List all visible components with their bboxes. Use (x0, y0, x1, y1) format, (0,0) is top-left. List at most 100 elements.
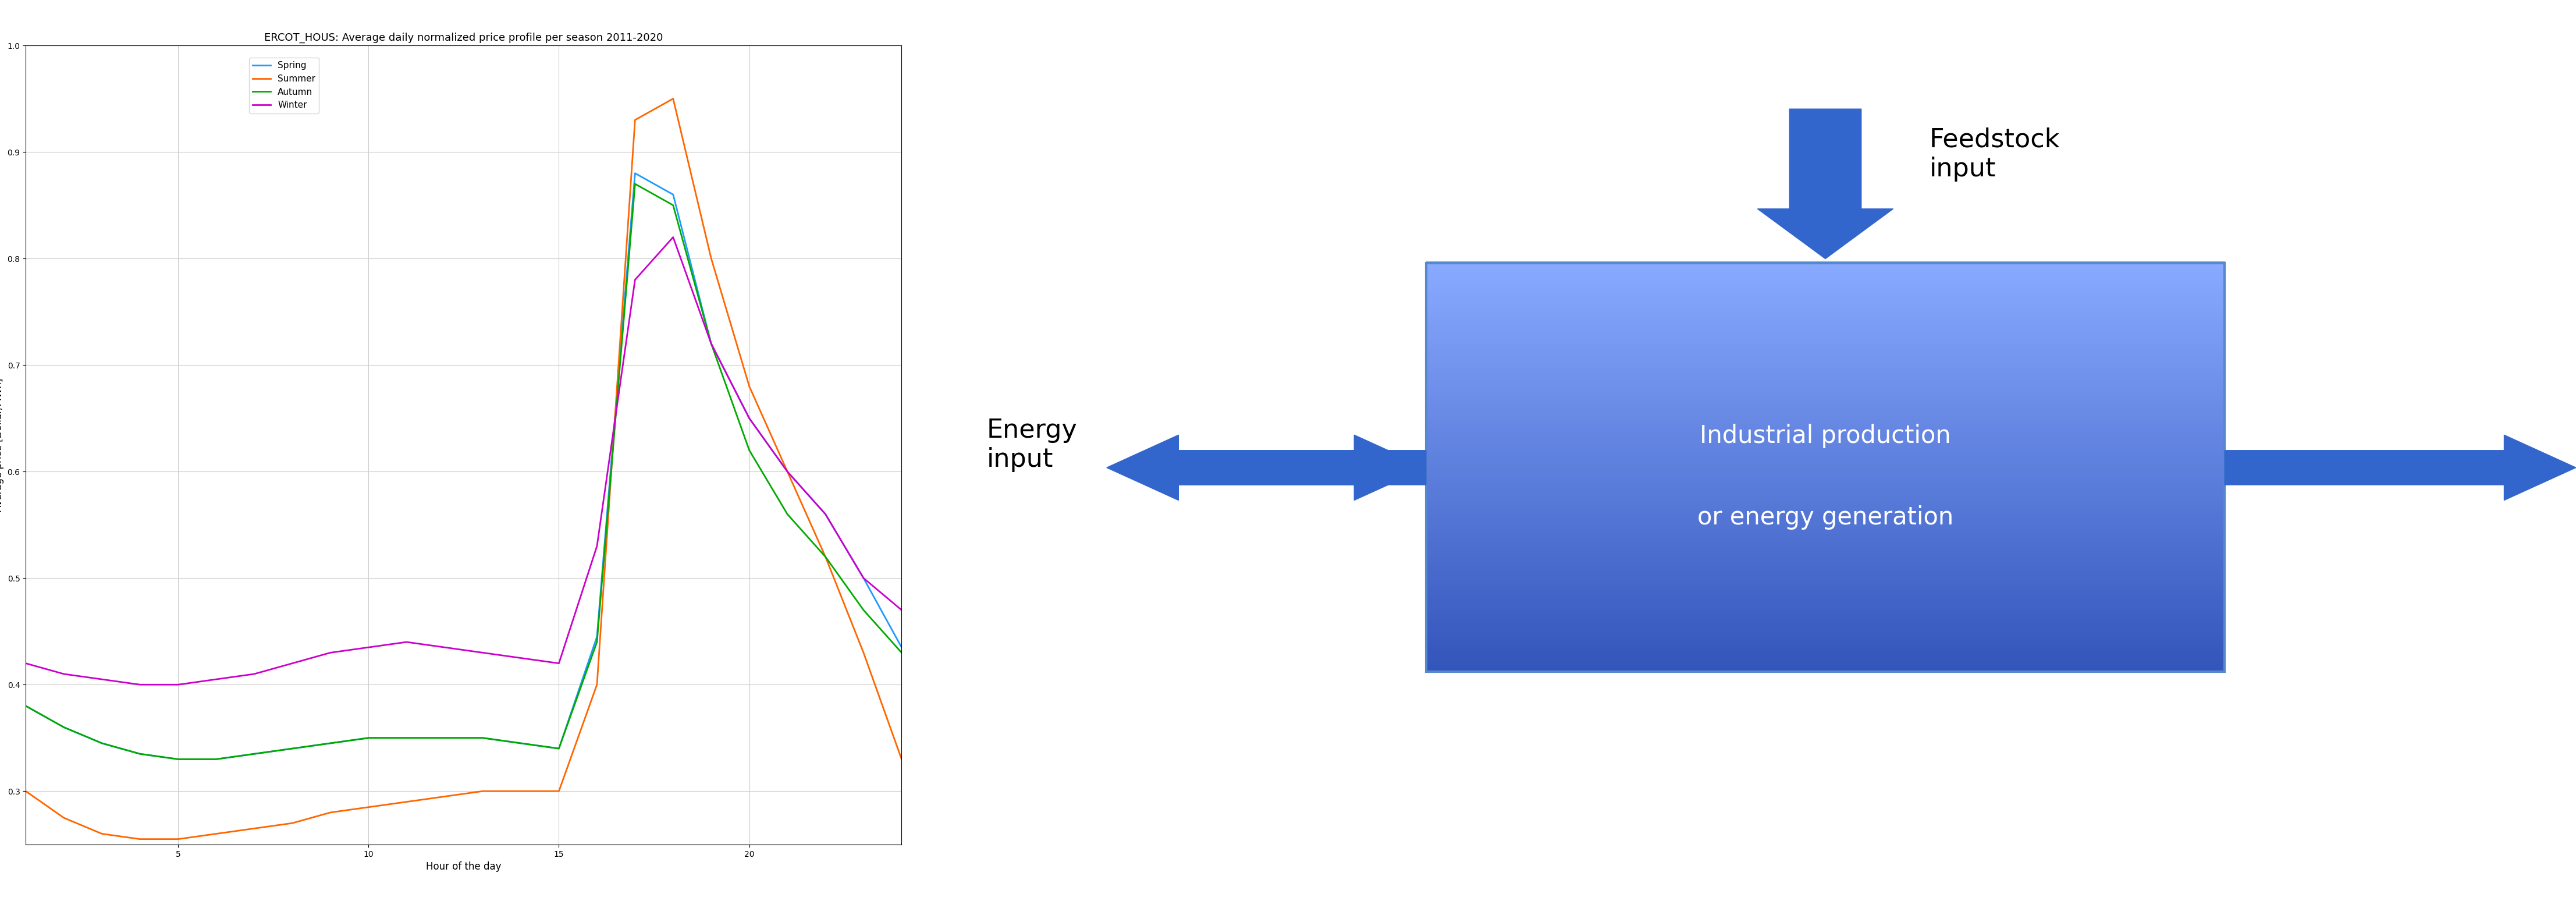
Autumn (353, 733, 384, 744)
Spring (88, 738, 118, 749)
Spring (848, 573, 878, 584)
Spring (809, 508, 840, 519)
Spring (276, 743, 307, 754)
Bar (1427, 363, 2226, 370)
Spring (124, 748, 155, 759)
Spring (886, 642, 917, 653)
Summer (353, 802, 384, 813)
Bar (1427, 523, 2226, 528)
Bar (1427, 527, 2226, 533)
Bar (1427, 507, 2226, 512)
Autumn (124, 748, 155, 759)
Bar (1427, 637, 2226, 643)
Winter (505, 653, 536, 664)
Bar (1427, 425, 2226, 431)
Summer (392, 796, 422, 807)
Winter (10, 658, 41, 669)
Summer (886, 754, 917, 765)
Autumn (621, 179, 652, 190)
Winter (392, 637, 422, 647)
Autumn (162, 754, 193, 765)
Spring (49, 722, 80, 733)
Autumn (201, 754, 232, 765)
Bar (1427, 608, 2226, 615)
Bar (1427, 392, 2226, 398)
Bar (1427, 339, 2226, 345)
Bar (1427, 486, 2226, 492)
Spring (505, 738, 536, 749)
Bar (1427, 543, 2226, 549)
Autumn (657, 200, 688, 211)
Winter (276, 658, 307, 669)
Bar (1427, 433, 2226, 439)
Autumn (10, 700, 41, 711)
Summer (505, 785, 536, 796)
Spring (657, 189, 688, 200)
Y-axis label: Average price [Dollar/MWh]: Average price [Dollar/MWh] (0, 378, 5, 512)
Autumn (505, 738, 536, 749)
Bar (1427, 270, 2226, 276)
Winter (886, 605, 917, 616)
Summer (49, 813, 80, 824)
Bar (1427, 400, 2226, 406)
Bar (1427, 650, 2226, 656)
Bar (1427, 348, 2226, 353)
Bar (1427, 634, 2226, 639)
Bar (1427, 319, 2226, 325)
Winter (124, 679, 155, 690)
Bar (1427, 572, 2226, 578)
Bar (1427, 613, 2226, 619)
X-axis label: Hour of the day: Hour of the day (425, 862, 502, 872)
Bar (1427, 388, 2226, 394)
Winter (201, 674, 232, 685)
Summer (621, 114, 652, 125)
Summer (430, 791, 461, 802)
Autumn (773, 508, 804, 519)
Bar (1427, 568, 2226, 574)
Bar (1427, 302, 2226, 308)
Spring (544, 743, 574, 754)
Bar (1427, 559, 2226, 566)
Autumn (392, 733, 422, 744)
Spring (314, 738, 345, 749)
Winter (734, 413, 765, 424)
Summer (466, 785, 497, 796)
Winter (162, 679, 193, 690)
Bar (1427, 551, 2226, 558)
Text: Industrial production: Industrial production (1700, 424, 1950, 448)
Text: or energy generation: or energy generation (1698, 506, 1953, 529)
Bar (1427, 263, 2226, 672)
Bar (1427, 327, 2226, 333)
Bar (1427, 601, 2226, 607)
Summer (582, 679, 613, 690)
Bar (1427, 629, 2226, 636)
Summer (696, 253, 726, 264)
Bar (1427, 404, 2226, 410)
Spring (696, 339, 726, 350)
Summer (10, 785, 41, 796)
Summer (773, 466, 804, 477)
Bar (1427, 577, 2226, 582)
Bar (1427, 429, 2226, 435)
Bar (1427, 510, 2226, 517)
Title: ERCOT_HOUS: Average daily normalized price profile per season 2011-2020: ERCOT_HOUS: Average daily normalized pri… (265, 33, 662, 43)
Bar (1427, 646, 2226, 652)
Summer (162, 834, 193, 844)
Line: Autumn: Autumn (26, 184, 902, 759)
Summer (88, 828, 118, 839)
Bar (1427, 335, 2226, 340)
Bar (1427, 417, 2226, 422)
Bar (1427, 461, 2226, 468)
Spring (734, 413, 765, 424)
Bar (1427, 641, 2226, 647)
Bar (1427, 657, 2226, 664)
Bar (1427, 580, 2226, 587)
Bar (1427, 515, 2226, 520)
Bar (1427, 306, 2226, 312)
Summer (276, 818, 307, 829)
Bar (1427, 290, 2226, 296)
Bar (1427, 384, 2226, 390)
Bar (1427, 474, 2226, 479)
Bar (1427, 494, 2226, 500)
Summer (657, 94, 688, 104)
